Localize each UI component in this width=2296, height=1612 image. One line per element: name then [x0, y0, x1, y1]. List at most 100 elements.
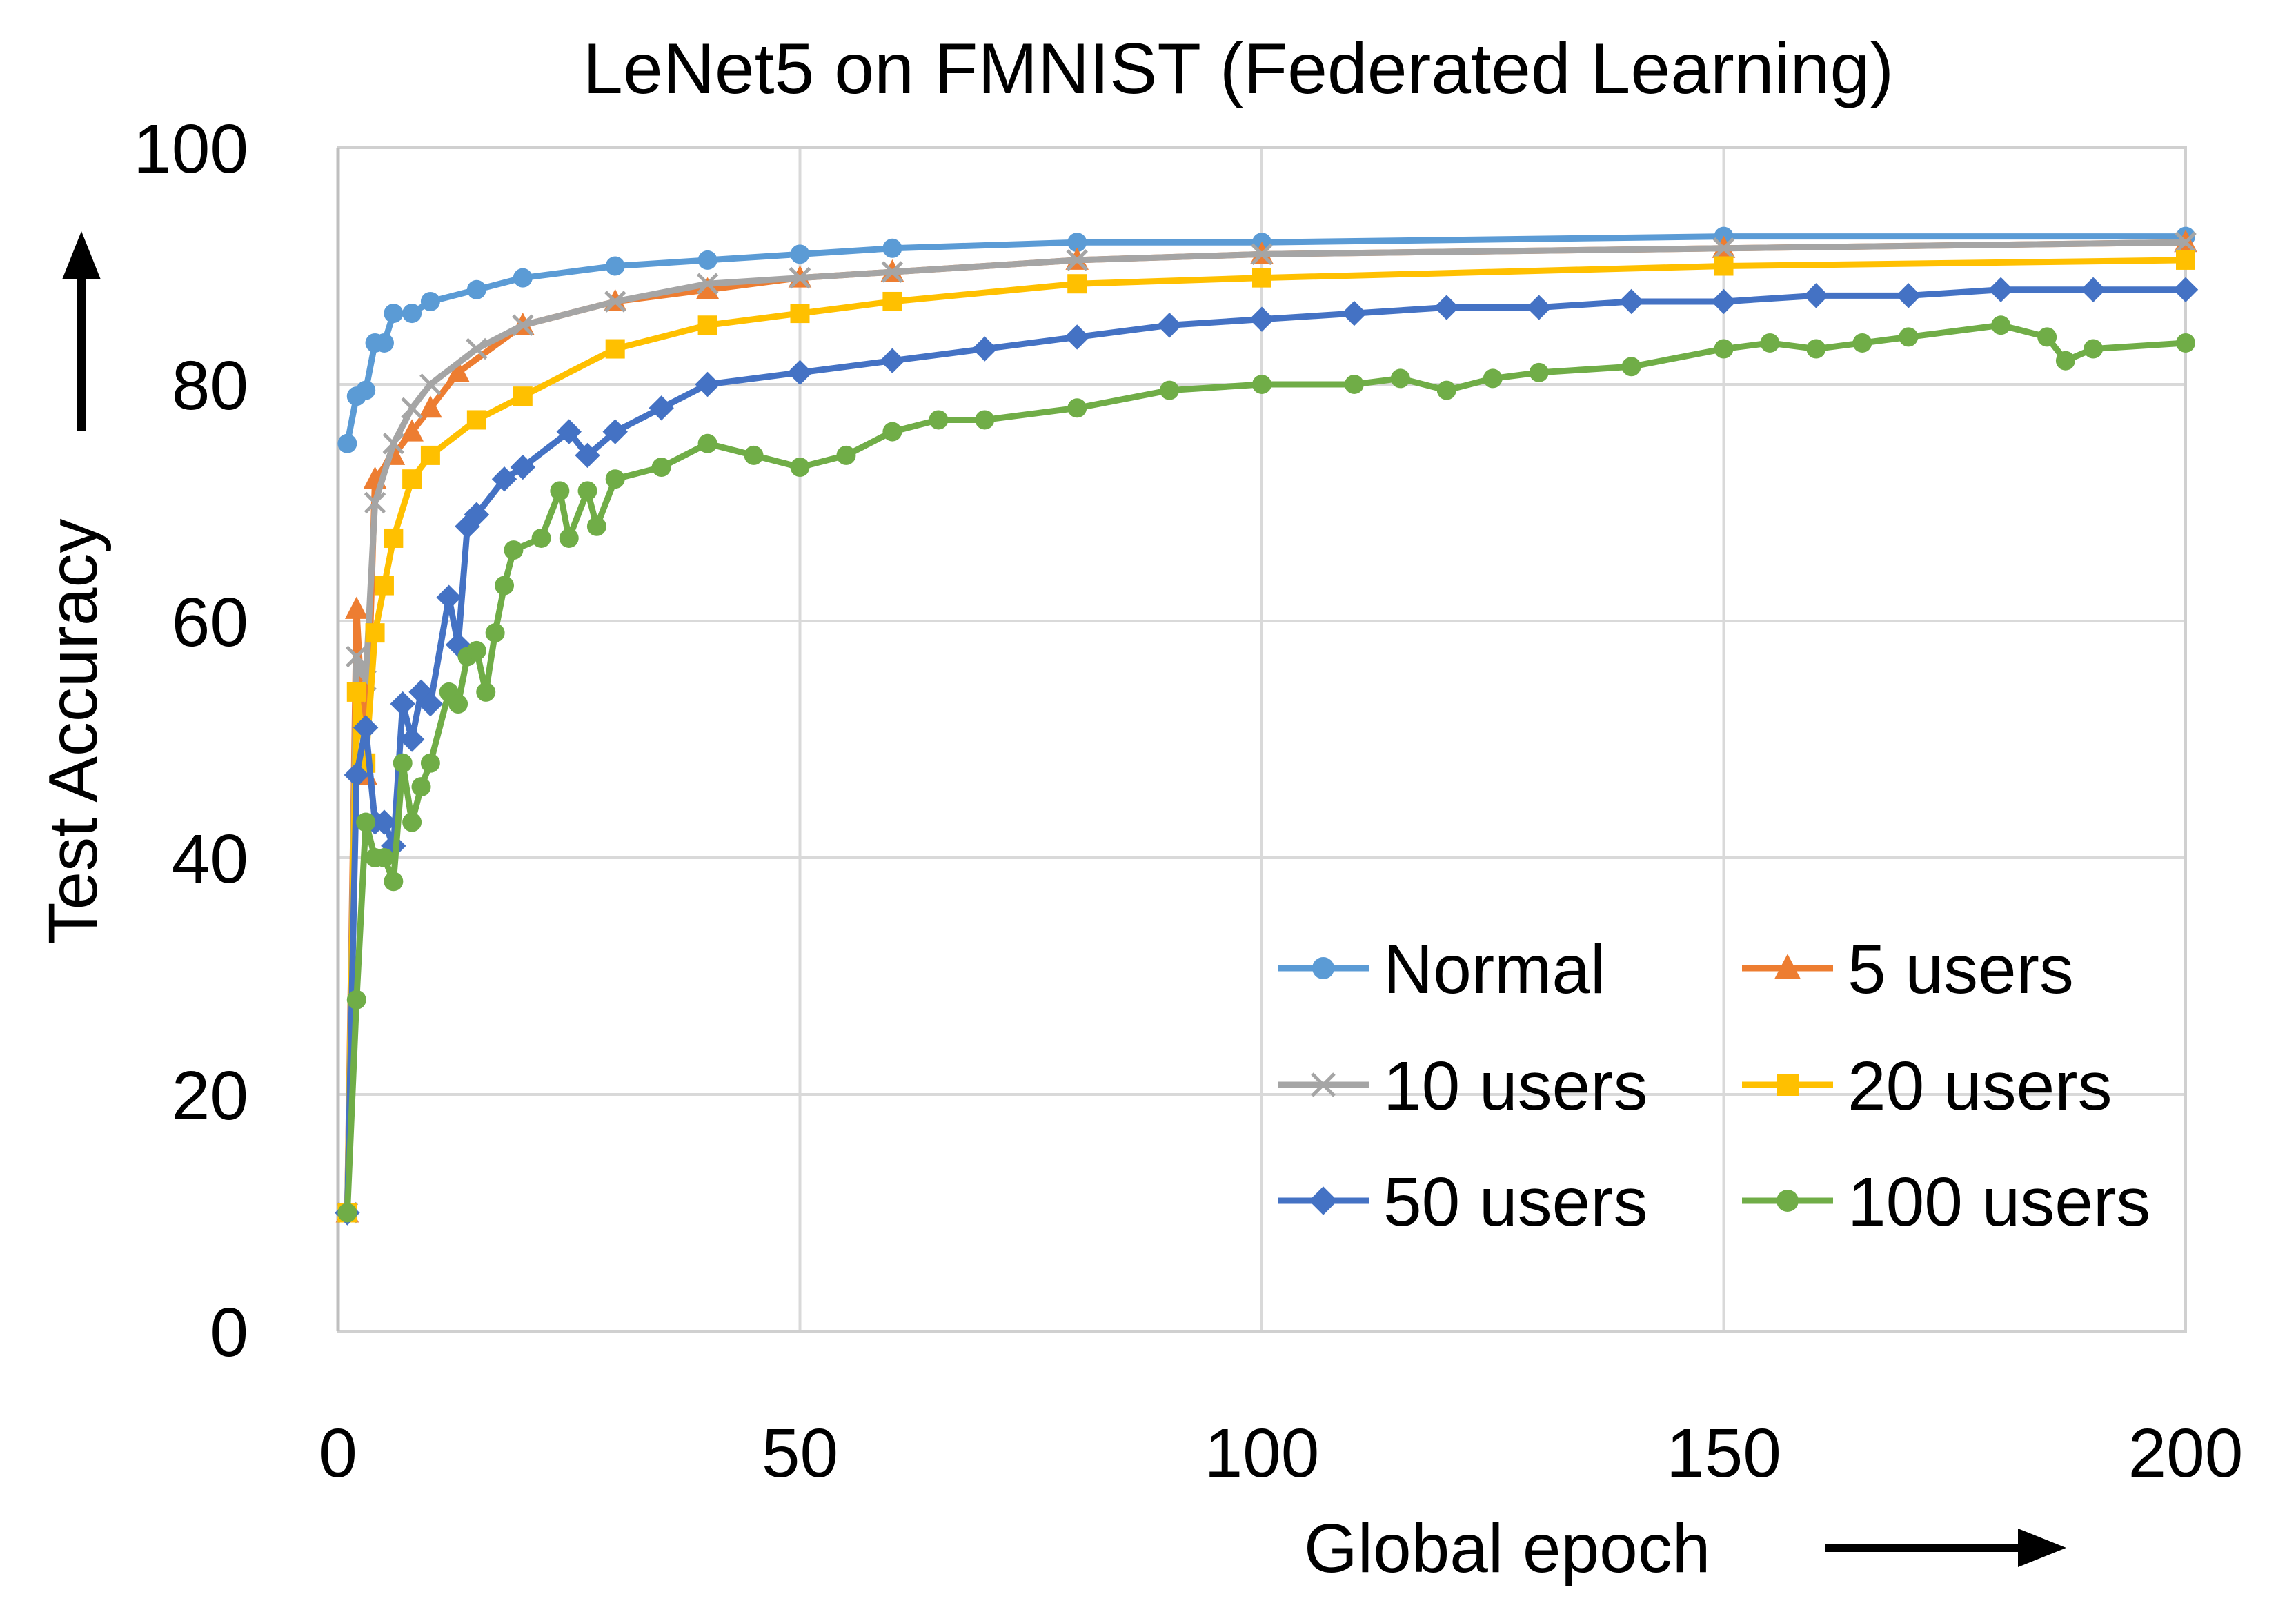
data-point	[1774, 954, 1801, 979]
data-point	[1760, 333, 1780, 353]
legend-label: 5 users	[1848, 931, 2074, 1008]
data-point	[790, 244, 810, 264]
series-line	[344, 257, 2186, 1213]
data-point	[2175, 231, 2197, 253]
data-point	[485, 623, 505, 643]
data-point	[513, 386, 533, 406]
x-axis-title-group: Global epoch	[1304, 1510, 2066, 1587]
data-point	[344, 762, 369, 788]
data-point	[390, 691, 415, 717]
data-point	[1065, 324, 1090, 350]
legend-label: Normal	[1383, 931, 1605, 1008]
data-point	[604, 291, 626, 313]
data-point	[836, 445, 856, 465]
data-point	[476, 682, 496, 702]
data-point	[382, 432, 405, 455]
data-point	[605, 339, 625, 359]
data-point	[556, 419, 582, 444]
data-point	[448, 694, 468, 714]
data-point	[495, 576, 515, 596]
data-point	[651, 458, 671, 478]
legend: Normal 5 users 10 users 20 users 50 users 100…	[1278, 931, 2150, 1241]
data-point	[356, 812, 376, 832]
data-point	[1852, 333, 1872, 353]
data-point	[371, 809, 397, 835]
data-point	[882, 291, 902, 311]
legend-label: 100 users	[1848, 1163, 2150, 1241]
data-point	[399, 727, 425, 752]
data-point	[420, 291, 440, 311]
legend-label: 10 users	[1383, 1048, 1648, 1125]
y-axis-title: Test Accuracy	[34, 519, 112, 945]
data-point	[402, 304, 422, 324]
data-point	[1896, 283, 1921, 308]
data-point	[972, 336, 998, 362]
data-point	[695, 277, 720, 299]
data-point	[1714, 339, 1734, 359]
data-point	[882, 238, 902, 258]
y-tick-label: 60	[172, 584, 248, 661]
data-point	[1434, 295, 1459, 320]
data-point	[420, 753, 440, 773]
data-point	[401, 397, 423, 420]
y-tick-label: 20	[172, 1057, 248, 1134]
data-point	[346, 682, 366, 702]
data-point	[790, 304, 810, 324]
data-point	[356, 380, 376, 400]
data-point	[1252, 375, 1271, 394]
data-point	[881, 261, 904, 283]
data-point	[510, 454, 535, 480]
data-point	[1619, 288, 1644, 315]
data-point	[1344, 375, 1364, 394]
x-axis-arrowhead	[2018, 1529, 2066, 1567]
data-point	[1621, 357, 1641, 377]
data-point	[1067, 274, 1087, 294]
data-point	[929, 410, 949, 430]
x-tick-label: 0	[319, 1415, 357, 1492]
data-point	[420, 445, 440, 465]
data-point	[417, 691, 444, 717]
tick-labels: 0 20 40 60 80 100 0 50 100 150 200	[133, 110, 2243, 1492]
data-point	[1156, 313, 1182, 338]
data-point	[1777, 1074, 1799, 1096]
series-50-users	[335, 277, 2199, 1226]
data-point	[384, 528, 404, 548]
legend-item: 100 users	[1742, 1163, 2150, 1241]
x-tick-label: 200	[2128, 1415, 2244, 1492]
data-point	[697, 250, 718, 270]
series-100-users	[337, 315, 2195, 1223]
legend-item: Normal	[1278, 931, 1605, 1008]
data-point	[1390, 368, 1410, 389]
data-point	[446, 360, 470, 382]
y-tick-label: 100	[133, 110, 248, 188]
series-normal	[337, 226, 2195, 453]
data-point	[531, 528, 551, 548]
data-point	[695, 371, 720, 397]
data-point	[744, 445, 764, 465]
data-point	[1312, 957, 1334, 979]
data-point	[400, 419, 424, 442]
data-point	[1160, 380, 1180, 400]
data-point	[882, 422, 902, 442]
data-point	[411, 777, 431, 797]
data-point	[2055, 351, 2075, 371]
data-point	[466, 279, 486, 299]
data-point	[1249, 306, 1275, 332]
data-point	[1714, 256, 1734, 276]
data-point	[466, 337, 488, 360]
data-point	[1067, 233, 1087, 253]
data-point	[577, 481, 597, 501]
legend-label: 50 users	[1383, 1163, 1648, 1241]
x-tick-label: 100	[1205, 1415, 1320, 1492]
data-point	[1529, 362, 1549, 382]
y-tick-label: 80	[172, 347, 248, 424]
data-point	[605, 469, 625, 489]
data-point	[697, 315, 718, 335]
data-point	[787, 360, 813, 386]
data-point	[696, 273, 719, 295]
data-point	[374, 848, 394, 867]
data-point	[1526, 295, 1552, 320]
data-point	[649, 395, 674, 421]
data-point	[2037, 327, 2057, 347]
data-point	[374, 576, 394, 596]
